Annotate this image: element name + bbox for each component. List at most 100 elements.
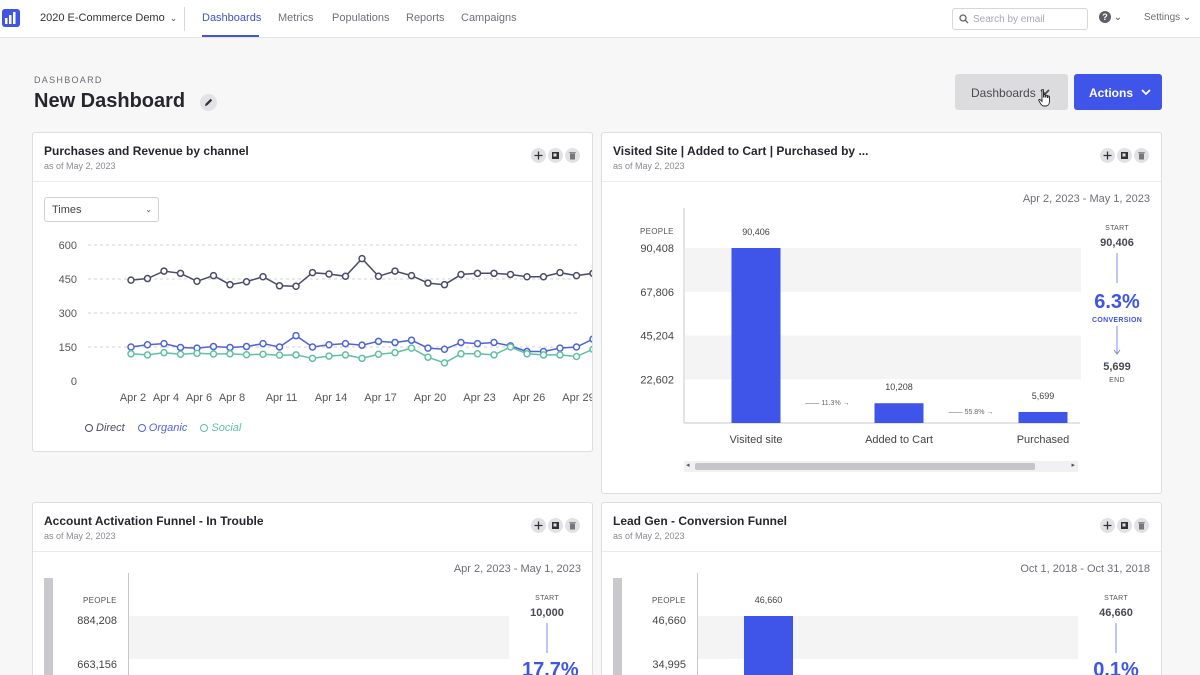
delete-button[interactable] (565, 148, 580, 163)
data-point-social (506, 343, 515, 351)
expand-button[interactable] (548, 518, 563, 533)
pencil-icon (205, 98, 213, 106)
data-point-social (226, 350, 234, 358)
x-tick-label: Apr 14 (315, 392, 347, 404)
help-menu[interactable]: ? ⌄ (1099, 11, 1122, 23)
data-point-organic (308, 343, 317, 351)
data-point-direct (341, 272, 350, 281)
settings-label: Settings (1144, 12, 1181, 23)
y-axis-line (128, 573, 129, 675)
card-header: Visited Site | Added to Cart | Purchased… (602, 133, 1161, 182)
legend-item-social[interactable]: Social (200, 422, 241, 434)
conversion-value: 6.3% (1094, 291, 1140, 313)
data-point-organic (589, 335, 592, 343)
expand-button[interactable] (1117, 518, 1132, 533)
vertical-scrollbar[interactable] (44, 578, 53, 675)
bar-value-label: 90,406 (742, 227, 770, 237)
data-point-direct (127, 276, 135, 284)
project-selector[interactable]: 2020 E-Commerce Demo ⌄ (40, 12, 177, 24)
connector-line-icon (546, 623, 548, 653)
metric-select[interactable]: Times ⌄ (44, 197, 159, 222)
expand-button[interactable] (548, 148, 563, 163)
start-value: 10,000 (530, 607, 564, 619)
legend-item-organic[interactable]: Organic (137, 422, 187, 434)
data-point-social (391, 348, 399, 357)
data-point-social (374, 350, 383, 359)
data-point-direct (539, 272, 548, 281)
card-tools (529, 518, 580, 536)
start-value: 46,660 (1099, 607, 1133, 619)
funnel-bar[interactable] (744, 616, 793, 675)
dashboards-button-label: Dashboards (971, 86, 1036, 100)
horizontal-scrollbar[interactable]: ◂ ▸ (684, 461, 1078, 472)
scroll-right-icon[interactable]: ▸ (1071, 462, 1075, 469)
y-tick-label: 46,660 (652, 615, 686, 627)
edit-title-button[interactable] (200, 94, 217, 111)
delete-button[interactable] (1134, 518, 1149, 533)
data-point-direct (209, 271, 218, 280)
active-tab-indicator (202, 35, 259, 37)
tab-campaigns[interactable]: Campaigns (461, 12, 517, 24)
data-point-direct (325, 270, 333, 278)
settings-menu[interactable]: Settings ⌄ (1144, 12, 1191, 23)
y-axis-line (697, 573, 698, 675)
y-tick-label: 150 (59, 342, 77, 354)
data-point-organic (209, 342, 218, 351)
data-point-organic (176, 343, 185, 352)
data-point-direct (457, 270, 465, 279)
card-subtitle: as of May 2, 2023 (613, 531, 685, 541)
data-point-direct (143, 274, 152, 283)
search-box (952, 8, 1088, 30)
connector-line-icon (1116, 253, 1118, 283)
tab-dashboards[interactable]: Dashboards (202, 12, 262, 24)
move-button[interactable] (1100, 148, 1115, 163)
conversion-label: CONVERSION (1092, 317, 1143, 324)
data-point-organic (325, 340, 333, 349)
move-button[interactable] (531, 148, 546, 163)
scrollbar-thumb[interactable] (695, 463, 1035, 470)
delete-button[interactable] (565, 518, 580, 533)
date-range: Apr 2, 2023 - May 1, 2023 (1022, 193, 1150, 205)
data-point-social (589, 345, 592, 353)
trash-icon (569, 152, 576, 160)
legend-marker (200, 424, 209, 432)
tab-reports[interactable]: Reports (406, 12, 445, 24)
data-point-organic (259, 339, 267, 348)
data-point-direct (407, 271, 416, 280)
trash-icon (569, 522, 576, 530)
delete-button[interactable] (1134, 148, 1149, 163)
expand-button[interactable] (1117, 148, 1132, 163)
data-point-direct (440, 280, 449, 289)
step-rate-label: —— 55.8% → (949, 409, 994, 416)
nav-divider (184, 7, 185, 31)
scroll-left-icon[interactable]: ◂ (686, 462, 690, 469)
search-input[interactable] (973, 11, 1083, 27)
card-subtitle: as of May 2, 2023 (613, 161, 685, 171)
actions-button[interactable]: Actions (1074, 74, 1162, 110)
data-point-social (473, 350, 482, 358)
expand-icon (1121, 522, 1128, 529)
legend-item-direct[interactable]: Direct (85, 422, 125, 434)
y-tick-label: 663,156 (77, 659, 117, 671)
data-point-organic (358, 341, 366, 349)
data-point-social (292, 351, 300, 359)
data-point-organic (275, 343, 284, 351)
data-point-social (358, 354, 366, 363)
card-header: Purchases and Revenue by channel as of M… (33, 133, 592, 182)
category-label: Purchased (1017, 434, 1070, 446)
trash-icon (1138, 522, 1145, 530)
move-button[interactable] (531, 518, 546, 533)
tab-metrics[interactable]: Metrics (278, 12, 314, 24)
vertical-scrollbar[interactable] (613, 578, 622, 675)
line-chart: 0 150 300 450 600 Apr 2 Apr 4 Apr 6 Apr 8 Apr 11 A… (59, 240, 592, 404)
date-range: Apr 2, 2023 - May 1, 2023 (453, 563, 581, 575)
card-title: Purchases and Revenue by channel (44, 144, 249, 158)
data-point-direct (193, 277, 201, 286)
funnel-summary: START 10,000 17.7% (522, 595, 579, 675)
tab-populations[interactable]: Populations (332, 12, 390, 24)
move-button[interactable] (1100, 518, 1115, 533)
data-point-organic (391, 338, 399, 347)
data-point-social (308, 354, 317, 363)
app-logo-icon[interactable] (2, 9, 20, 27)
x-tick-label: Apr 6 (186, 392, 212, 404)
